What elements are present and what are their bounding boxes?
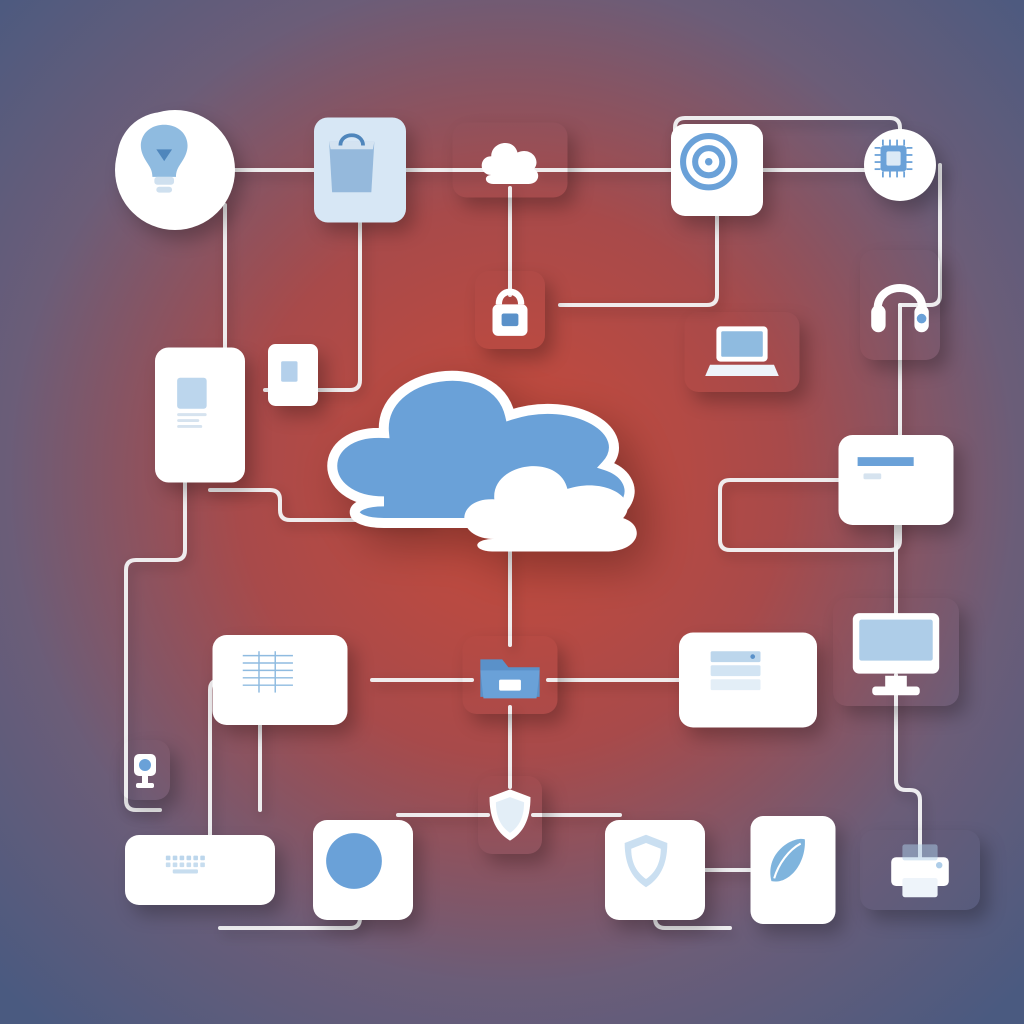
lightbulb-node (115, 110, 235, 230)
padlock-icon (475, 271, 545, 349)
spreadsheet-node (213, 635, 348, 725)
monitor-node (833, 598, 959, 706)
leaf-icon (751, 816, 821, 905)
headset-icon (860, 250, 940, 360)
shield-inner-icon (605, 820, 687, 902)
server-node (679, 633, 817, 728)
shield-icon (478, 776, 542, 854)
record-icon (313, 820, 395, 902)
chip-icon (864, 129, 923, 188)
monitor-icon (833, 598, 959, 706)
shield-node (478, 776, 542, 854)
cloud-icon (453, 123, 568, 198)
folder-node (463, 636, 558, 714)
folder-icon (463, 636, 558, 714)
shield-tile-node (605, 820, 705, 920)
chip-node (864, 129, 936, 201)
lightbulb-icon (115, 110, 213, 208)
cloud-small-node (453, 123, 568, 198)
sd-card-icon (268, 344, 309, 395)
phone-icon (155, 348, 229, 459)
spreadsheet-icon (213, 635, 324, 709)
credit-card-icon (839, 435, 933, 509)
headset-node (860, 250, 940, 360)
webcam-node (120, 740, 170, 800)
server-icon (679, 633, 792, 711)
credit-card-node (839, 435, 954, 525)
target-node (671, 124, 763, 216)
keyboard-icon (125, 835, 248, 892)
target-icon (671, 124, 746, 199)
printer-node (860, 830, 980, 910)
shopping-bag-icon (314, 118, 389, 204)
keyboard-node (125, 835, 275, 905)
record-node (313, 820, 413, 920)
printer-icon (860, 830, 980, 910)
leaf-node (751, 816, 836, 924)
bag-node (314, 118, 406, 223)
cloud-network-diagram (0, 0, 1024, 1024)
sd-card-node (268, 344, 318, 406)
phone-node (155, 348, 245, 483)
padlock-node (475, 271, 545, 349)
laptop-icon (685, 312, 800, 392)
laptop-node (685, 312, 800, 392)
webcam-icon (120, 740, 170, 800)
